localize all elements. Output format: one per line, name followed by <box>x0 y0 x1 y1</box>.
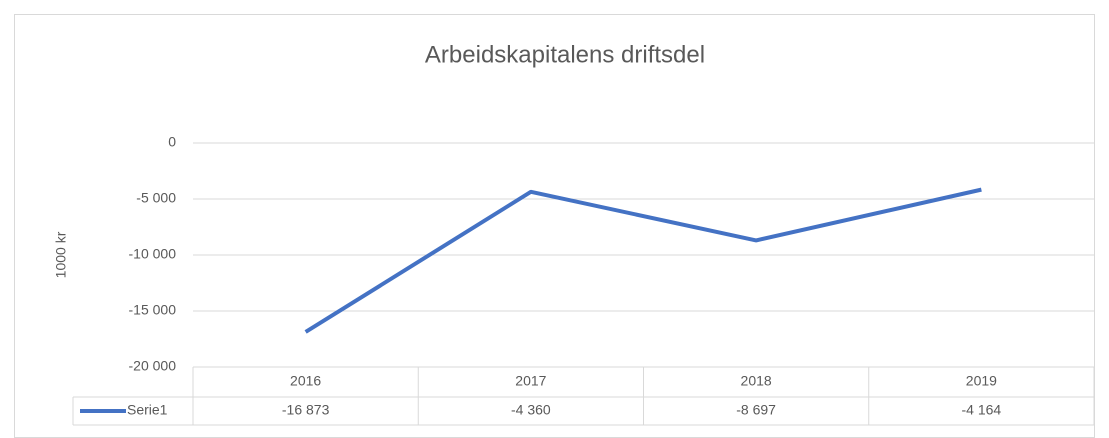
y-tick-label: 0 <box>168 134 176 150</box>
data-table-value: -4 164 <box>962 402 1002 418</box>
chart-title: Arbeidskapitalens driftsdel <box>425 41 705 68</box>
data-table-value: -4 360 <box>511 402 551 418</box>
x-tick-label: 2018 <box>741 373 772 389</box>
x-tick-label: 2019 <box>966 373 997 389</box>
y-tick-label: -20 000 <box>129 358 177 374</box>
legend-label: Serie1 <box>127 402 168 418</box>
data-table-value: -16 873 <box>282 402 330 418</box>
y-tick-label: -10 000 <box>129 246 177 262</box>
x-tick-label: 2017 <box>515 373 546 389</box>
chart-border <box>14 14 1095 438</box>
y-axis-label: 1000 kr <box>53 231 69 278</box>
x-tick-label: 2016 <box>290 373 321 389</box>
line-series <box>304 187 982 334</box>
data-table-value: -8 697 <box>736 402 776 418</box>
y-tick-label: -15 000 <box>129 302 177 318</box>
y-tick-label: -5 000 <box>136 190 176 206</box>
